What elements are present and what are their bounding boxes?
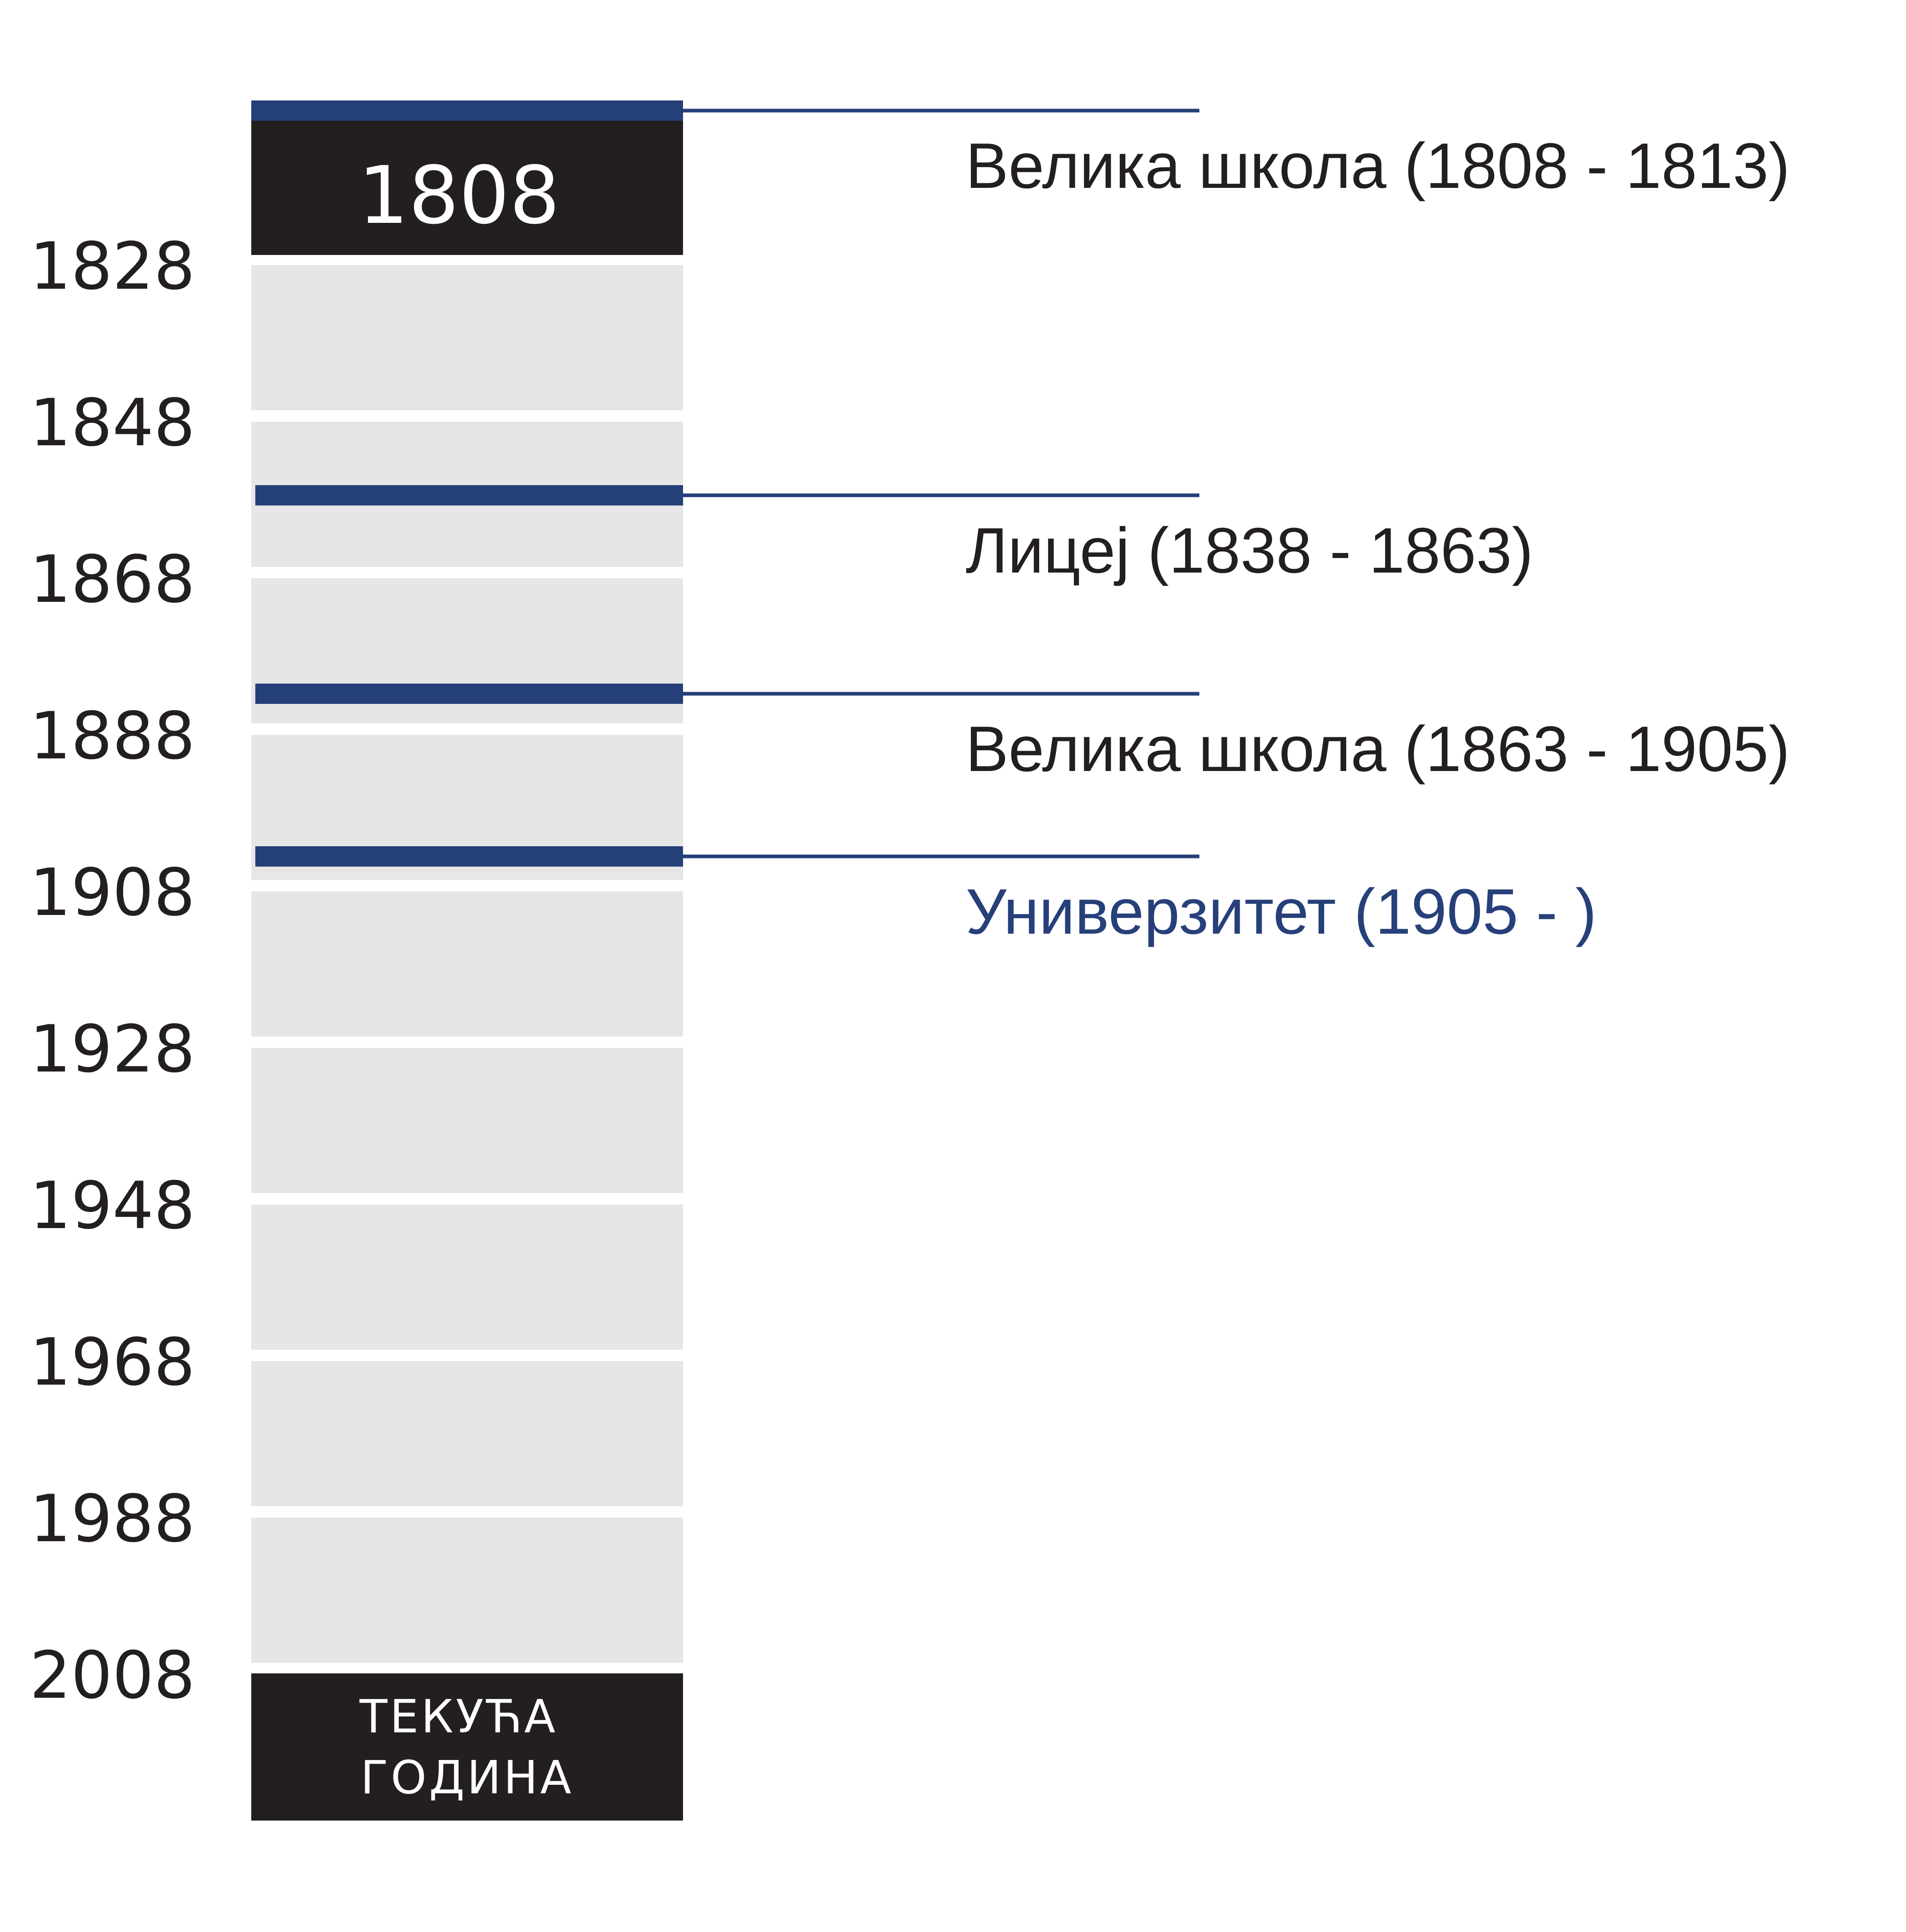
- year-tick-label: 1928: [30, 1011, 195, 1087]
- start-label: 1808: [358, 149, 560, 242]
- era-marker-bar: [255, 684, 683, 704]
- timeline-segment: [251, 1205, 683, 1350]
- year-tick-label: 1948: [30, 1167, 195, 1244]
- era-marker-bar: [251, 100, 683, 121]
- timeline-segment: [251, 1361, 683, 1506]
- era-markers: [251, 100, 1199, 867]
- timeline-segment: [251, 1048, 683, 1193]
- year-tick-label: 1968: [30, 1324, 195, 1400]
- timeline-segment: [251, 891, 683, 1037]
- timeline-segment: [251, 1518, 683, 1663]
- end-label: ТЕКУЋА ГОДИНА: [359, 1690, 574, 1804]
- year-tick-label: 1868: [30, 541, 195, 617]
- year-tick-label: 2008: [30, 1637, 195, 1713]
- era-labels: Велика школа (1808 - 1813) Лицеј (1838 - …: [966, 130, 1790, 947]
- timeline-segment: [251, 265, 683, 410]
- end-label-line-2: ГОДИНА: [361, 1751, 574, 1804]
- year-tick-label: 1908: [30, 854, 195, 930]
- year-ticks: 1828 1848 1868 1888 1908 1928 1948 1968 1988 2008: [30, 228, 195, 1713]
- end-label-line-1: ТЕКУЋА: [359, 1690, 558, 1743]
- year-tick-label: 1988: [30, 1481, 195, 1557]
- era-label: Велика школа (1808 - 1813): [966, 130, 1790, 202]
- era-marker-bar: [255, 485, 683, 505]
- era-label: Универзитет (1905 - ): [966, 876, 1597, 947]
- era-label: Велика школа (1863 - 1905): [966, 713, 1790, 785]
- end-block: [251, 1673, 683, 1821]
- year-tick-label: 1828: [30, 228, 195, 304]
- era-marker-bar: [255, 846, 683, 867]
- year-tick-label: 1848: [30, 385, 195, 461]
- era-label: Лицеј (1838 - 1863): [966, 515, 1533, 586]
- start-block: [251, 102, 683, 255]
- year-tick-label: 1888: [30, 698, 195, 774]
